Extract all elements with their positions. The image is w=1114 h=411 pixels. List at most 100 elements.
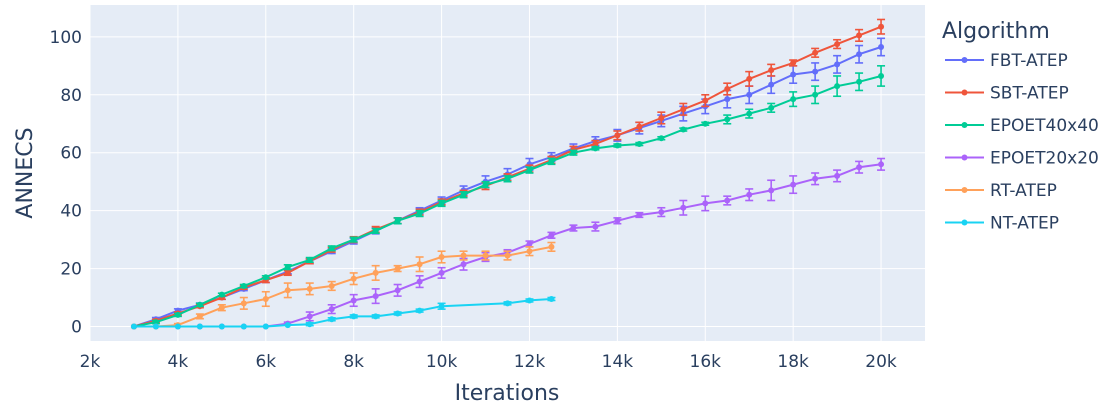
x-tick-label: 18k <box>777 352 809 372</box>
data-point <box>548 232 555 239</box>
y-tick-label: 40 <box>60 202 82 222</box>
legend-swatch-marker <box>961 187 968 193</box>
data-point <box>768 104 775 111</box>
data-point <box>790 96 797 103</box>
data-point <box>636 212 643 218</box>
series-nt-atep <box>130 296 556 330</box>
data-point <box>548 158 555 165</box>
data-point <box>284 269 291 276</box>
data-point <box>350 275 357 282</box>
data-point <box>834 83 841 90</box>
data-point <box>504 300 511 307</box>
data-point <box>394 217 401 224</box>
data-point <box>768 187 775 194</box>
data-point <box>812 68 819 75</box>
data-point <box>460 252 467 259</box>
data-point <box>812 175 819 182</box>
data-point <box>438 200 445 207</box>
data-point <box>790 71 797 78</box>
data-point <box>218 304 225 311</box>
data-point <box>878 23 885 30</box>
x-axis-title: Iterations <box>455 381 560 406</box>
series-line <box>133 245 552 328</box>
legend-item: EPOET20x20 <box>945 149 1099 169</box>
data-point <box>372 227 379 234</box>
data-point <box>746 91 753 98</box>
data-point <box>174 323 181 330</box>
data-point <box>240 323 247 330</box>
data-point <box>394 287 401 294</box>
data-point <box>724 86 731 92</box>
data-point <box>856 32 863 39</box>
data-point <box>724 96 731 103</box>
data-point <box>614 217 621 224</box>
data-point <box>196 301 203 308</box>
data-point <box>328 316 335 323</box>
legend-item: EPOET40x40 <box>945 116 1099 136</box>
data-point <box>416 307 423 314</box>
data-point <box>372 293 379 300</box>
legend-label: FBT-ATEP <box>990 51 1068 71</box>
data-point <box>328 282 335 289</box>
data-point <box>152 323 159 330</box>
data-point <box>724 197 731 204</box>
data-point <box>130 323 137 330</box>
data-point <box>680 106 687 113</box>
data-point <box>328 245 335 252</box>
data-point <box>658 114 665 121</box>
data-point <box>152 319 159 326</box>
data-point <box>240 300 247 307</box>
legend-label: NT-ATEP <box>990 214 1059 234</box>
data-point <box>570 149 577 156</box>
x-tick-label: 4k <box>168 352 189 372</box>
data-point <box>790 181 797 188</box>
data-point <box>702 120 709 127</box>
data-point <box>174 311 181 318</box>
y-tick-label: 100 <box>50 28 82 48</box>
data-point <box>416 210 423 217</box>
data-point <box>856 78 863 85</box>
data-point <box>746 75 753 82</box>
data-point <box>372 313 379 320</box>
data-point <box>262 274 269 281</box>
data-point <box>878 72 885 79</box>
data-point <box>548 296 555 302</box>
data-point <box>878 44 885 50</box>
data-point <box>548 243 555 250</box>
series-layer <box>130 18 886 330</box>
data-point <box>526 167 533 174</box>
x-tick-label: 2k <box>80 352 101 372</box>
x-tick-label: 14k <box>602 352 634 372</box>
data-point <box>702 97 709 104</box>
legend-swatch-marker <box>961 154 968 161</box>
data-point <box>372 269 379 276</box>
x-tick-label: 8k <box>343 352 364 372</box>
data-point <box>284 264 291 271</box>
data-point <box>482 181 489 188</box>
data-point <box>658 209 665 216</box>
data-point <box>306 256 313 263</box>
data-point <box>592 223 599 230</box>
data-point <box>570 225 577 232</box>
data-point <box>856 51 863 58</box>
series-line <box>133 298 552 328</box>
data-point <box>438 303 445 310</box>
legend-label: EPOET40x40 <box>990 116 1099 136</box>
data-point <box>306 313 313 320</box>
data-point <box>218 323 225 330</box>
data-point <box>636 141 643 148</box>
data-point <box>394 265 401 272</box>
data-point <box>460 261 467 268</box>
data-point <box>350 236 357 243</box>
data-point <box>614 142 621 149</box>
legend-label: RT-ATEP <box>990 181 1057 201</box>
data-point <box>526 248 533 255</box>
legend-item: RT-ATEP <box>945 181 1057 201</box>
data-point <box>306 321 313 328</box>
data-point <box>416 261 423 268</box>
data-point <box>306 285 313 292</box>
data-point <box>856 164 863 171</box>
data-point <box>504 252 511 259</box>
data-point <box>504 175 511 182</box>
